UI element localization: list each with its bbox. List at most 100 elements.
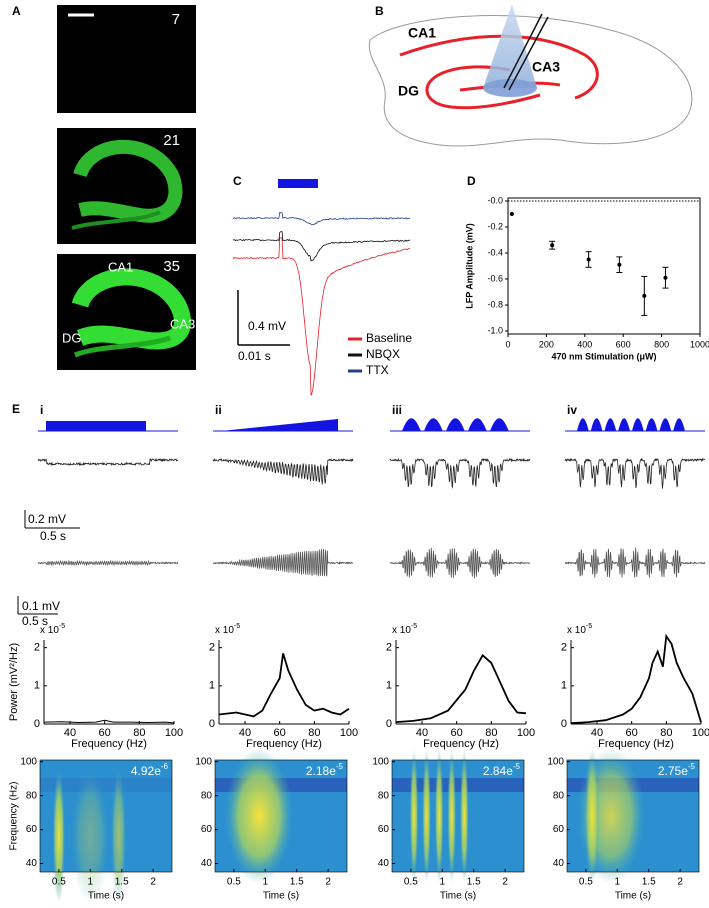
y-tick-label: 40 <box>201 858 213 869</box>
y-tick-label: 2 <box>209 642 215 654</box>
y-tick-label: -0.2 <box>487 221 503 231</box>
x-tick-label: 0.5 <box>404 877 418 888</box>
multiplier: x 10-5 <box>567 623 592 636</box>
spectrogram-power <box>111 768 127 904</box>
x-tick-label: 80 <box>308 727 320 739</box>
multiplier: x 10-5 <box>392 623 417 636</box>
annotation-mantissa: 4.92e <box>131 764 161 778</box>
x-tick-label: 2 <box>677 877 683 888</box>
stimulus <box>46 421 146 431</box>
plot-frame <box>214 759 348 873</box>
spectrogram-power <box>409 748 419 884</box>
spectrogram-power <box>422 748 431 884</box>
spectrogram-power <box>459 748 469 884</box>
x-tick-label: 400 <box>577 339 592 349</box>
scale-label: 0.2 mV <box>28 512 66 526</box>
data-point <box>617 262 622 267</box>
spectrogram-power <box>224 748 294 884</box>
hippocampus <box>71 210 161 230</box>
annotation-exponent: -6 <box>161 762 169 771</box>
region-label: CA1 <box>108 259 133 274</box>
x-tick-label: 1 <box>263 877 269 888</box>
y-axis-label: Frequency (Hz) <box>9 782 20 851</box>
x-tick-label: 100 <box>692 727 709 739</box>
multiplier-exponent: -5 <box>411 623 417 630</box>
column-label: i <box>40 403 43 417</box>
trace <box>389 457 531 489</box>
scale-label: 0.5 s <box>22 614 48 628</box>
y-tick-label: -0.6 <box>487 273 503 283</box>
hippocampus <box>73 139 183 223</box>
stimulus <box>673 418 685 431</box>
annotation-mantissa: 2.84e <box>483 764 513 778</box>
trace <box>564 457 706 489</box>
trace <box>232 237 411 396</box>
x-tick-label: 1 <box>440 877 446 888</box>
y-axis-label: Power (mV²/Hz) <box>8 643 20 721</box>
x-tick-label: 1.5 <box>115 877 129 888</box>
x-axis-label: Frequency (Hz) <box>598 738 674 750</box>
annotation: 2.84e-5 <box>483 762 521 778</box>
stimulus <box>446 418 465 431</box>
stimulus <box>645 418 658 431</box>
x-tick-label: 100 <box>517 727 535 739</box>
y-tick-label: 100 <box>547 756 564 767</box>
scale-label: 0.01 s <box>238 349 271 363</box>
multiplier-exponent: -5 <box>59 623 65 630</box>
y-tick-label: 100 <box>20 756 37 767</box>
stimulus <box>402 418 421 431</box>
scale-label: 0.5 s <box>40 529 66 543</box>
x-tick-label: 1 <box>88 877 94 888</box>
stimulus <box>424 418 443 431</box>
x-tick-label: 100 <box>340 727 358 739</box>
multiplier-base: x 10 <box>40 625 59 636</box>
outline <box>368 15 693 147</box>
x-tick-label: 1.5 <box>290 877 304 888</box>
x-tick-label: 2 <box>502 877 508 888</box>
data-point <box>663 275 668 280</box>
region-label: DG <box>398 83 419 99</box>
y-tick-label: 1 <box>386 680 392 692</box>
trace <box>212 458 354 485</box>
y-tick-label: 40 <box>553 858 565 869</box>
region-label: DG <box>62 330 82 345</box>
stimulus <box>468 418 487 431</box>
x-tick-label: 0.5 <box>227 877 241 888</box>
electrode <box>508 16 549 91</box>
y-tick-label: -0.4 <box>487 247 503 257</box>
y-tick-label: 80 <box>26 790 38 801</box>
y-tick-label: 40 <box>378 858 390 869</box>
data-point <box>586 257 591 262</box>
annotation-exponent: -5 <box>513 762 521 771</box>
x-tick-label: 60 <box>626 727 638 739</box>
legend-label: NBQX <box>366 347 400 361</box>
trace <box>233 211 411 226</box>
data-point <box>550 243 555 248</box>
annotation-exponent: -5 <box>336 762 344 771</box>
annotation-mantissa: 2.18e <box>306 764 336 778</box>
stimulus <box>221 419 338 431</box>
stimulus <box>490 418 509 431</box>
stimulus <box>278 179 318 188</box>
power-line <box>395 653 527 723</box>
electrode <box>503 13 543 89</box>
stimulus <box>590 418 603 431</box>
scale-label: 0.4 mV <box>248 319 286 333</box>
x-tick-label: 60 <box>99 727 111 739</box>
y-tick-label: 1 <box>561 680 567 692</box>
x-tick-label: 80 <box>485 727 497 739</box>
spectrogram-power <box>434 748 444 884</box>
y-tick-label: 80 <box>378 790 390 801</box>
x-axis-label: Frequency (Hz) <box>71 738 147 750</box>
spectrogram-power <box>584 748 600 884</box>
y-tick-label: 60 <box>26 824 38 835</box>
spectrogram-power <box>447 748 457 884</box>
spectrogram-band <box>40 778 172 792</box>
multiplier: x 10-5 <box>215 623 240 636</box>
x-tick-label: 2 <box>325 877 331 888</box>
multiplier-exponent: -5 <box>586 623 592 630</box>
y-tick-label: 80 <box>553 790 565 801</box>
panel-label: B <box>375 4 384 18</box>
x-tick-label: 80 <box>133 727 145 739</box>
